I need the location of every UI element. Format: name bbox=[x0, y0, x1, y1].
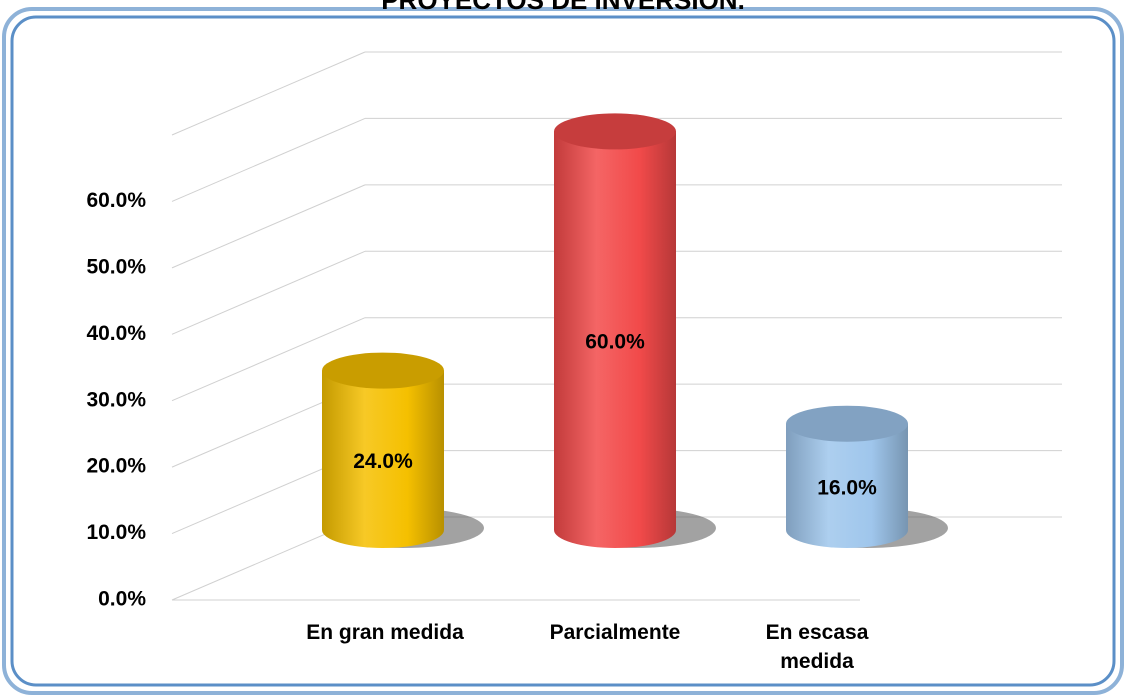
value-label: 24.0% bbox=[353, 450, 413, 473]
grid-line-side bbox=[171, 317, 366, 402]
value-label: 16.0% bbox=[817, 476, 877, 499]
y-tick-label: 0.0% bbox=[98, 588, 146, 611]
x-tick-label: Parcialmente bbox=[549, 621, 681, 644]
chart-title: PROYECTOS DE INVERSIÓN. bbox=[381, 0, 745, 15]
y-tick-label: 30.0% bbox=[86, 388, 146, 411]
grid-line-side bbox=[171, 184, 366, 269]
bar-top bbox=[322, 352, 444, 389]
x-tick-label: En escasa medida bbox=[765, 621, 869, 673]
grid-line-side bbox=[171, 250, 366, 335]
bar bbox=[554, 131, 676, 530]
wall-top bbox=[171, 51, 366, 136]
bar-top bbox=[554, 113, 676, 150]
value-label: 60.0% bbox=[585, 330, 645, 353]
bar-top bbox=[786, 405, 908, 442]
y-tick-label: 40.0% bbox=[86, 322, 146, 345]
y-tick-label: 60.0% bbox=[86, 189, 146, 212]
outer-frame bbox=[2, 7, 1124, 695]
y-tick-label: 10.0% bbox=[86, 521, 146, 544]
y-tick-label: 50.0% bbox=[86, 255, 146, 278]
grid-line-side bbox=[171, 117, 366, 202]
bar bbox=[322, 370, 444, 530]
inner-frame bbox=[10, 15, 1116, 687]
x-tick-label: En gran medida bbox=[306, 621, 464, 644]
y-tick-label: 20.0% bbox=[86, 455, 146, 478]
